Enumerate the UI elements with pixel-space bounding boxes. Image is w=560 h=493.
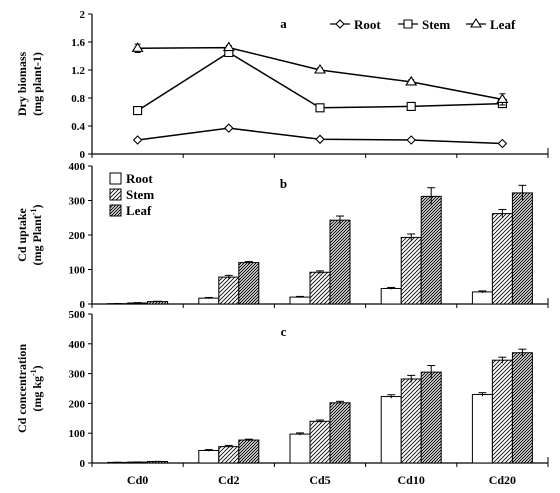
y-axis-label-unit-sup: -1	[29, 369, 38, 376]
bar-stem	[400, 236, 422, 305]
data-point-root	[132, 135, 143, 145]
panel-c: 0 100 200 300 400 500 Cd concentration (mg kg-1…	[15, 309, 549, 470]
data-point-leaf	[496, 93, 509, 103]
panel-b: 0 100 200 300 400 Cd uptake (mg Plant-1) b RootS…	[15, 161, 549, 311]
bar-root	[380, 287, 402, 305]
bar-stem	[491, 359, 513, 464]
panel-a: 0 0.4 0.8 1.2 1.6 2 Dry biomass (mg plant-1) a Ro…	[15, 9, 549, 161]
y-tick-label: 0.4	[71, 121, 85, 133]
y-tick-label: 200	[69, 230, 86, 242]
bar-leaf	[147, 301, 169, 305]
y-axis-label-unit: (mg Plant-1)	[29, 205, 44, 266]
y-tick-label: 0	[80, 458, 86, 470]
y-axis-label-unit-prefix: (mg Plant	[30, 215, 44, 265]
y-axis-label-unit-suffix: )	[30, 205, 44, 209]
bar-leaf	[238, 262, 260, 305]
y-tick-label: 100	[69, 265, 86, 277]
bar-root	[471, 393, 493, 464]
legend-label: Stem	[422, 17, 450, 32]
bar-leaf	[511, 352, 533, 464]
data-point-root	[406, 135, 416, 145]
panel-label: c	[281, 324, 287, 339]
panel-label: b	[280, 176, 287, 191]
y-tick-label: 1.6	[71, 37, 85, 49]
y-axis-label-unit-suffix: )	[30, 365, 44, 369]
y-axis-label-unit-prefix: (mg kg	[30, 376, 44, 412]
panel-label: a	[280, 16, 287, 31]
legend-swatch	[109, 172, 122, 185]
data-point-stem	[315, 103, 325, 113]
legend-marker	[335, 19, 345, 29]
data-point-leaf	[131, 42, 144, 52]
bar-stem	[400, 378, 422, 464]
y-axis-label-unit-sup: -1	[29, 209, 38, 216]
data-point-stem	[133, 106, 143, 116]
bar-leaf	[329, 402, 351, 464]
y-tick-label: 100	[69, 428, 86, 440]
y-axis-label: Dry biomass	[15, 52, 29, 117]
y-tick-label: 400	[69, 161, 86, 173]
legend-label: Root	[126, 171, 153, 186]
legend-label: Stem	[126, 187, 154, 202]
legend-label: Root	[354, 17, 381, 32]
data-point-leaf	[314, 63, 326, 74]
x-category-label: Cd0	[127, 473, 148, 487]
data-point-root	[224, 123, 234, 133]
bar-root	[198, 449, 220, 464]
x-category-label: Cd2	[218, 473, 239, 487]
data-point-root	[497, 138, 508, 149]
bar-root	[289, 296, 311, 305]
data-point-leaf	[405, 75, 418, 86]
bar-leaf	[329, 219, 351, 305]
y-axis-label-unit: (mg plant-1)	[30, 52, 44, 116]
legend-marker	[403, 19, 413, 29]
bar-stem	[309, 271, 331, 305]
legend-swatch	[109, 188, 122, 201]
y-tick-label: 300	[69, 196, 86, 208]
bar-leaf	[420, 371, 442, 464]
bar-root	[471, 291, 493, 305]
legend-marker	[470, 17, 482, 28]
y-tick-label: 0	[80, 299, 86, 311]
x-category-label: Cd10	[398, 473, 425, 487]
y-tick-label: 300	[69, 369, 86, 381]
legend-swatch	[109, 204, 122, 217]
y-axis-label: Cd concentration	[15, 344, 29, 433]
series-line-stem	[137, 51, 503, 112]
legend-label: Leaf	[126, 203, 152, 218]
legend-label: Leaf	[490, 17, 516, 32]
y-tick-label: 1.2	[71, 65, 85, 77]
y-tick-label: 2	[80, 9, 86, 21]
x-category-label: Cd20	[489, 473, 516, 487]
bar-leaf	[238, 439, 260, 464]
y-tick-label: 200	[69, 398, 86, 410]
bar-stem	[491, 213, 513, 305]
data-point-stem	[406, 101, 416, 111]
bar-leaf	[420, 195, 442, 305]
bar-root	[198, 297, 220, 305]
bar-stem	[218, 446, 240, 464]
y-tick-label: 0	[80, 149, 86, 161]
bar-root	[380, 396, 402, 464]
y-tick-label: 0.8	[71, 93, 85, 105]
y-tick-label: 500	[69, 309, 86, 321]
x-category-label: Cd5	[309, 473, 330, 487]
data-point-leaf	[222, 41, 235, 52]
data-point-root	[315, 134, 325, 145]
y-tick-label: 400	[69, 339, 86, 351]
bar-stem	[309, 420, 331, 464]
bar-root	[289, 433, 311, 464]
y-axis-label-unit: (mg kg-1)	[29, 365, 44, 411]
bar-stem	[218, 276, 240, 305]
bar-leaf	[511, 192, 533, 305]
y-axis-label: Cd uptake	[15, 207, 29, 261]
